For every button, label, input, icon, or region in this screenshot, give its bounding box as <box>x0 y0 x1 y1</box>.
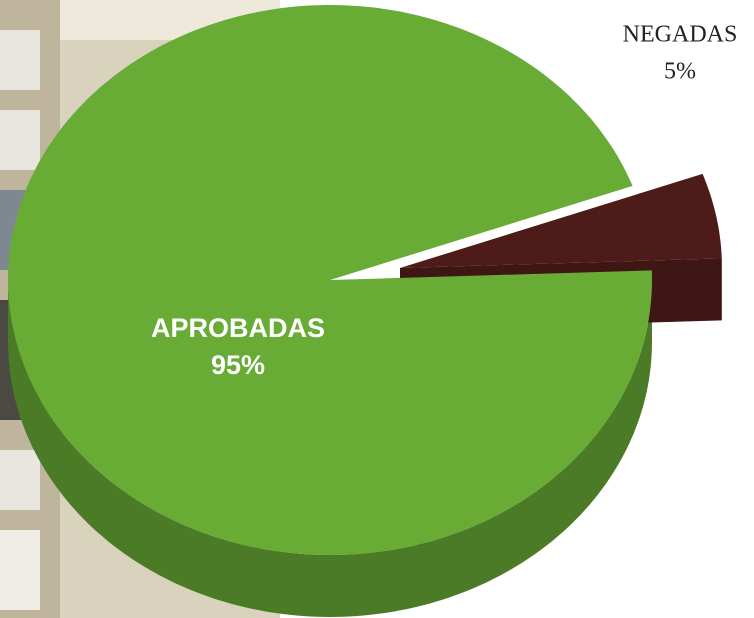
slice-label: APROBADAS <box>151 313 325 343</box>
slice-value-label: 95% <box>211 350 265 380</box>
slice-label: NEGADAS <box>623 22 738 48</box>
pie <box>8 5 722 617</box>
slice <box>400 173 722 268</box>
slice-side <box>8 280 652 617</box>
slice <box>8 5 652 555</box>
slice-value-label: 5% <box>664 59 696 85</box>
